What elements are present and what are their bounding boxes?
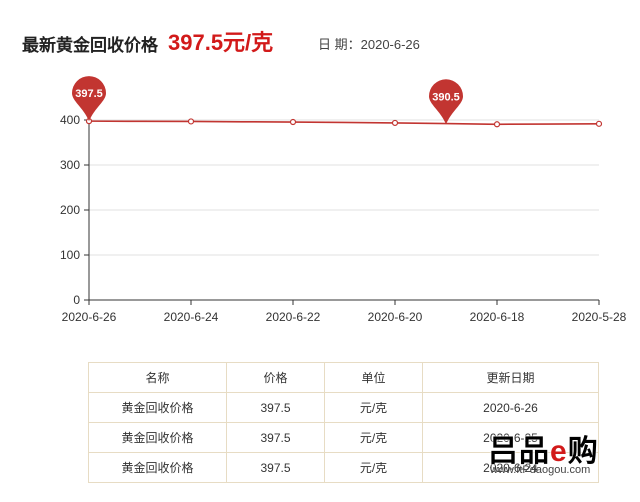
table-row: 黄金回收价格 397.5 元/克 2020-6-26 <box>88 392 599 423</box>
page-header: 最新黄金回收价格 397.5元/克 日 期：2020-6-26 <box>22 24 622 60</box>
table-header-date: 更新日期 <box>422 362 599 393</box>
table-cell-name: 黄金回收价格 <box>88 422 227 453</box>
x-tick-label: 2020-6-22 <box>266 310 321 324</box>
table-cell-name: 黄金回收价格 <box>88 452 227 483</box>
data-point <box>595 120 603 127</box>
table-cell-price: 397.5 <box>226 392 325 423</box>
table-cell-unit: 元/克 <box>324 422 423 453</box>
y-tick-label: 200 <box>60 203 80 217</box>
table-header-price: 价格 <box>226 362 325 393</box>
table-cell-date: 2020-6-24 <box>422 452 599 483</box>
data-point <box>391 119 399 127</box>
data-point <box>187 118 195 125</box>
table-header-row: 名称 价格 单位 更新日期 <box>88 362 599 393</box>
min-marker-label: 390.5 <box>432 91 460 103</box>
date-value: 2020-6-26 <box>360 37 420 52</box>
y-tick-label: 0 <box>73 293 80 307</box>
max-marker-pin <box>72 76 106 122</box>
table-cell-date: 2020-6-25 <box>422 422 599 453</box>
x-tick-label: 2020-6-18 <box>470 310 525 324</box>
site-watermark: 吕品e购 www.ftPdaogou.com <box>488 426 628 490</box>
date-label: 日 期： <box>318 37 361 52</box>
data-point <box>289 118 297 126</box>
table-cell-price: 397.5 <box>226 452 325 483</box>
x-tick-label: 2020-6-26 <box>62 310 117 324</box>
watermark-logo-part: 吕品 <box>488 435 550 468</box>
table-row: 黄金回收价格 397.5 元/克 2020-6-25 <box>88 422 599 453</box>
y-tick-label: 400 <box>60 113 80 127</box>
max-marker-label: 397.5 <box>75 88 103 100</box>
data-point <box>493 121 501 128</box>
table-cell-name: 黄金回收价格 <box>88 392 227 423</box>
page-title: 最新黄金回收价格 <box>22 36 158 55</box>
table-row: 黄金回收价格 397.5 元/克 2020-6-24 <box>88 452 599 483</box>
price-line-chart: 0 100 200 300 400 2020-6-26 2020-6-24 2020-6-22… <box>60 76 627 324</box>
table-header-name: 名称 <box>88 362 227 393</box>
y-tick-label: 300 <box>60 158 80 172</box>
x-tick-label: 2020-6-20 <box>368 310 423 324</box>
table-cell-date: 2020-6-26 <box>422 392 599 423</box>
table-cell-unit: 元/克 <box>324 392 423 423</box>
watermark-logo: 吕品e购 <box>488 426 599 470</box>
date-info: 日 期：2020-6-26 <box>318 34 420 53</box>
table-header-unit: 单位 <box>324 362 423 393</box>
watermark-logo-part: 购 <box>567 435 599 468</box>
table-cell-unit: 元/克 <box>324 452 423 483</box>
x-tick-label: 2020-5-28 <box>572 310 627 324</box>
price-table: 名称 价格 单位 更新日期 黄金回收价格 397.5 元/克 2020-6-26… <box>88 362 599 483</box>
watermark-logo-part: e <box>550 435 568 468</box>
current-price: 397.5元/克 <box>168 30 274 55</box>
y-tick-label: 100 <box>60 248 80 262</box>
series-line <box>88 120 600 126</box>
x-tick-label: 2020-6-24 <box>164 310 219 324</box>
table-cell-price: 397.5 <box>226 422 325 453</box>
min-marker-pin <box>429 79 463 125</box>
watermark-url: www.ftPdaogou.com <box>490 464 591 476</box>
